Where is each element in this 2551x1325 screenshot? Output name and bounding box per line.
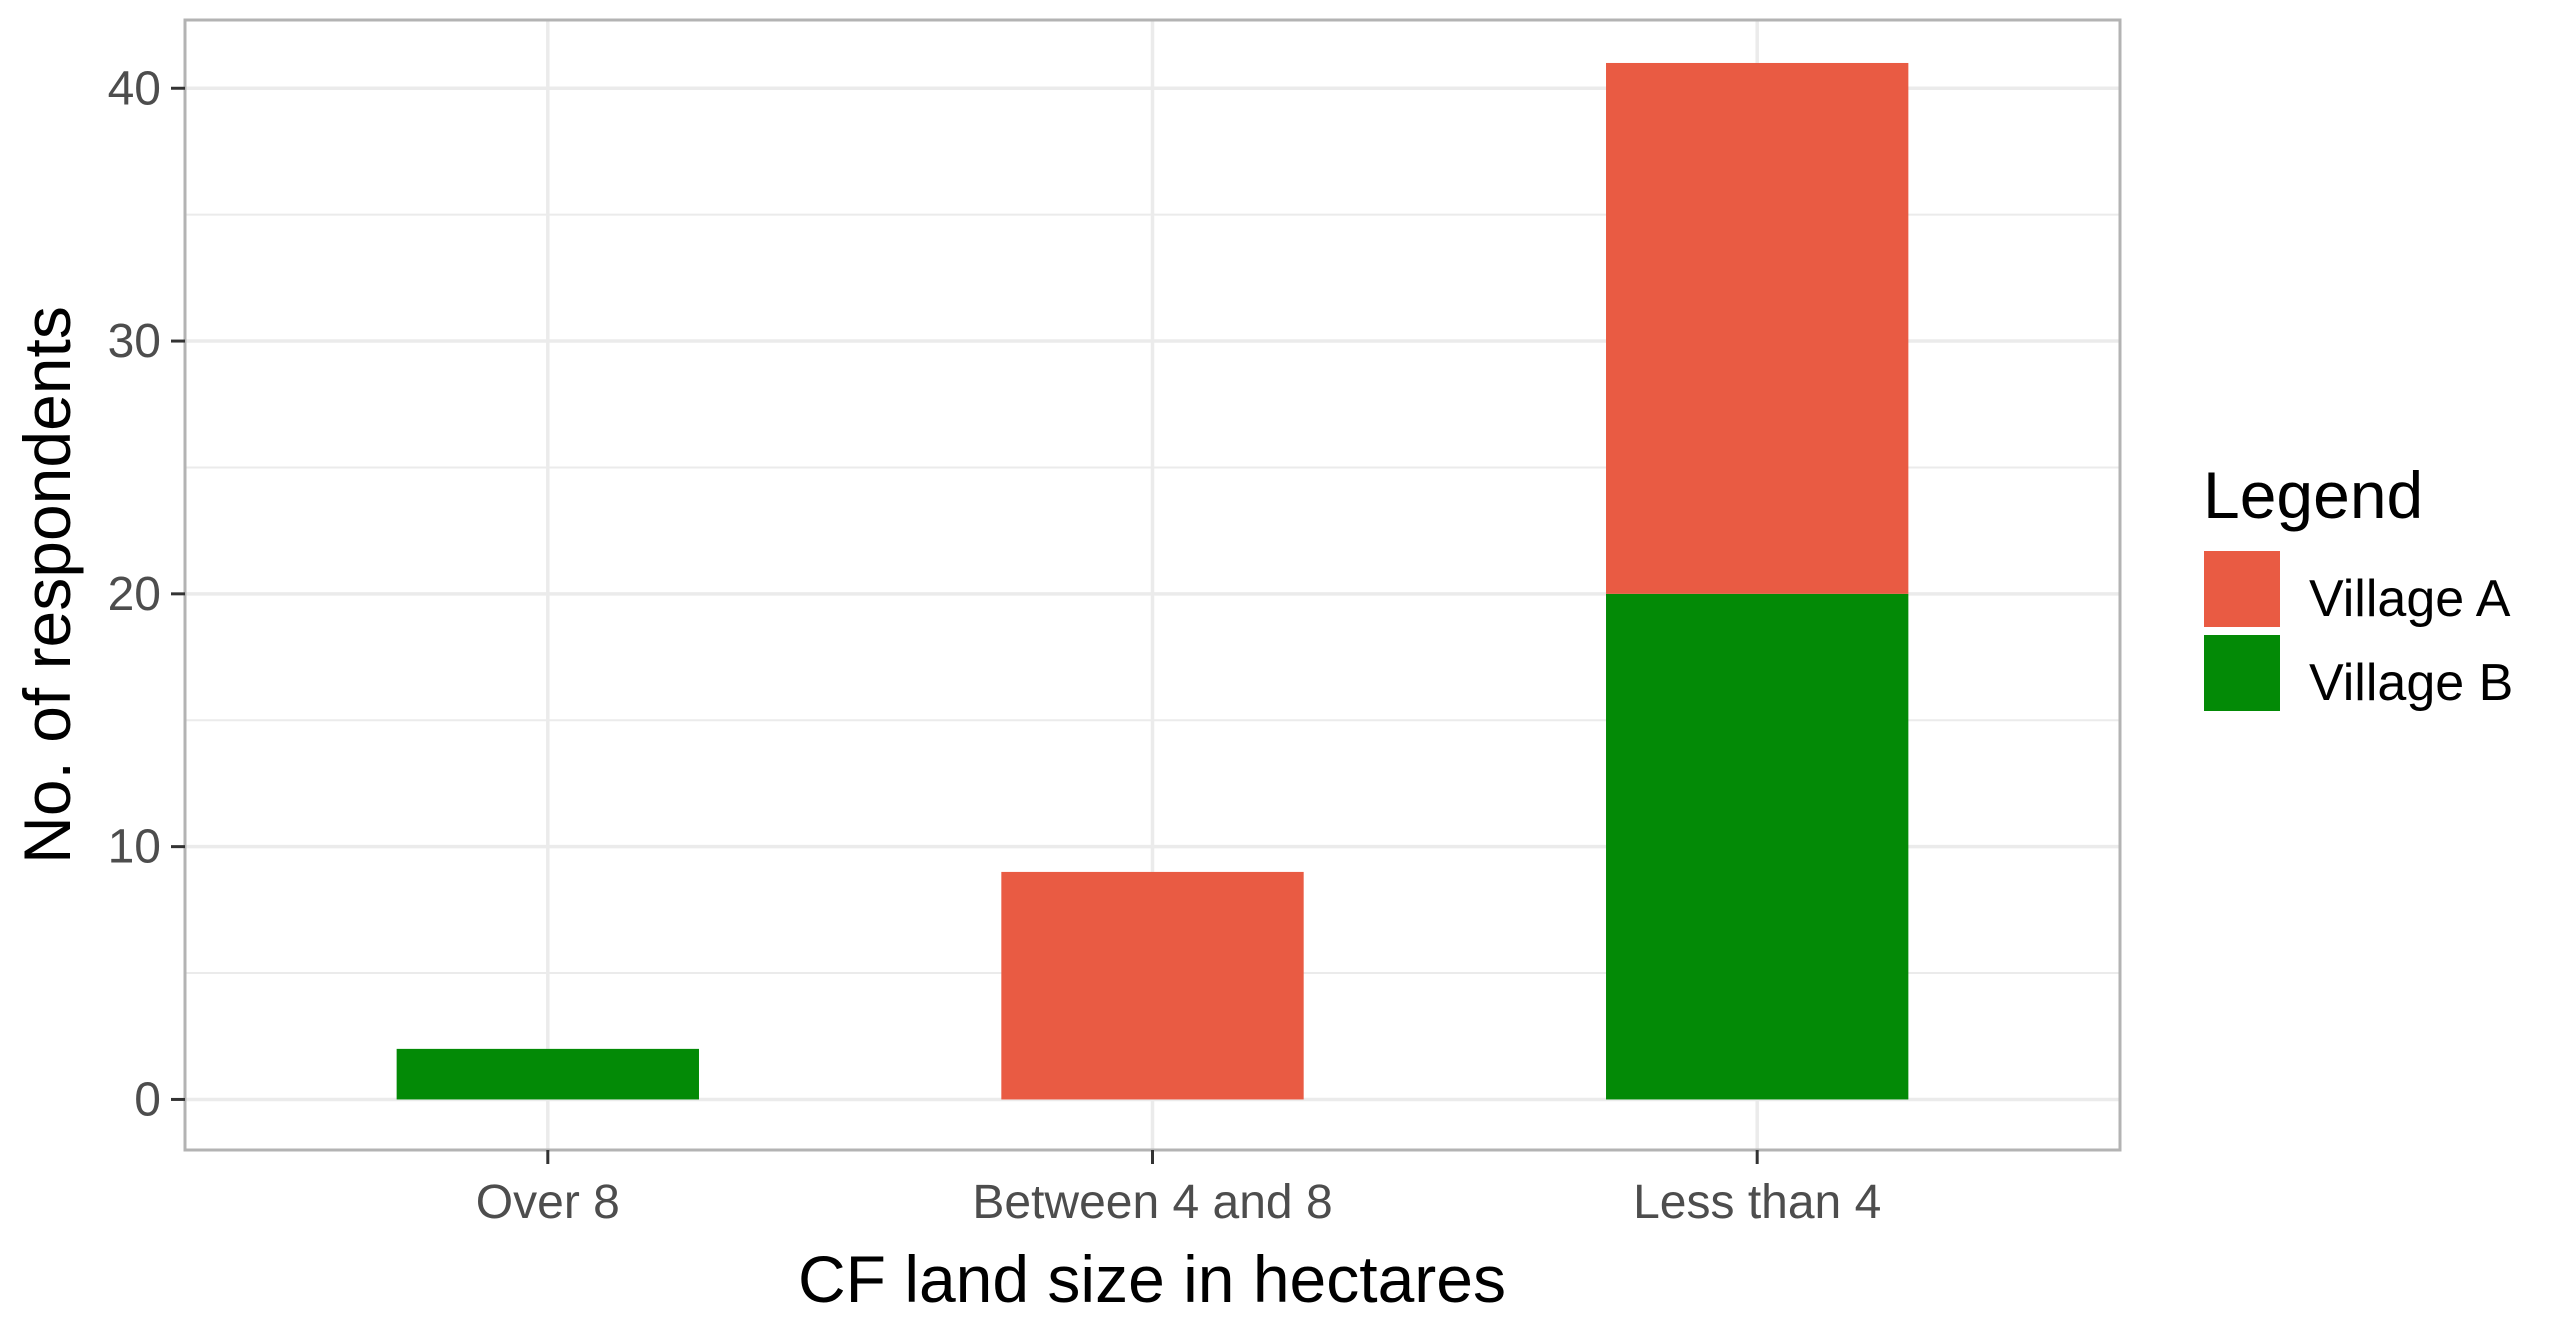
legend-label-village-a: Village A	[2309, 570, 2511, 628]
legend-key-village-b	[2204, 635, 2280, 711]
x-tick-label: Less than 4	[1633, 1176, 1881, 1229]
y-axis-title: No. of respondents	[10, 306, 84, 864]
bars	[396, 62, 1909, 1100]
bar-village-b	[1606, 593, 1909, 1100]
y-tick-label: 10	[108, 821, 161, 874]
y-tick-label: 40	[108, 62, 161, 115]
bar-village-a	[1606, 62, 1909, 594]
y-tick-label: 0	[134, 1073, 161, 1126]
bar-village-b	[396, 1048, 699, 1100]
x-axis-title: CF land size in hectares	[798, 1242, 1506, 1316]
y-axis-ticks: 0 10 20 30 40	[108, 62, 185, 1126]
legend-key-village-a	[2204, 551, 2280, 627]
legend-label-village-b: Village B	[2309, 654, 2513, 712]
y-tick-label: 20	[108, 568, 161, 621]
legend: Legend Village A Village B	[2203, 458, 2513, 712]
legend-title: Legend	[2203, 458, 2423, 532]
y-tick-label: 30	[108, 315, 161, 368]
x-axis-ticks: Over 8 Between 4 and 8 Less than 4	[476, 1150, 1881, 1229]
bar-village-a	[1001, 871, 1304, 1100]
x-tick-label: Between 4 and 8	[972, 1176, 1332, 1229]
x-tick-label: Over 8	[476, 1176, 620, 1229]
